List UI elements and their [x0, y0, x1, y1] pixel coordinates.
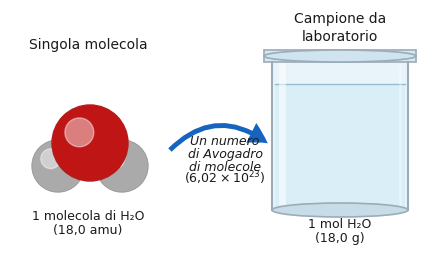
Circle shape	[41, 149, 60, 169]
FancyArrowPatch shape	[168, 123, 268, 152]
Text: 1 mol H₂O: 1 mol H₂O	[308, 218, 372, 231]
Polygon shape	[275, 84, 405, 208]
Ellipse shape	[264, 50, 416, 62]
Circle shape	[52, 105, 128, 181]
Text: di molecole: di molecole	[189, 161, 261, 174]
Text: Campione da
laboratorio: Campione da laboratorio	[294, 12, 386, 44]
Text: $(6{,}02\times10^{23})$: $(6{,}02\times10^{23})$	[184, 169, 266, 187]
Text: (18,0 g): (18,0 g)	[315, 232, 365, 245]
Polygon shape	[264, 50, 416, 62]
Ellipse shape	[272, 203, 408, 217]
Circle shape	[96, 140, 148, 192]
Text: di Avogadro: di Avogadro	[188, 148, 263, 161]
Circle shape	[105, 149, 125, 169]
Text: 1 molecola di H₂O: 1 molecola di H₂O	[32, 210, 144, 223]
Circle shape	[32, 140, 84, 192]
Text: Un numero: Un numero	[190, 135, 260, 148]
Polygon shape	[272, 62, 408, 210]
Text: (18,0 amu): (18,0 amu)	[53, 224, 123, 237]
Circle shape	[65, 118, 94, 147]
Text: Singola molecola: Singola molecola	[29, 38, 147, 52]
